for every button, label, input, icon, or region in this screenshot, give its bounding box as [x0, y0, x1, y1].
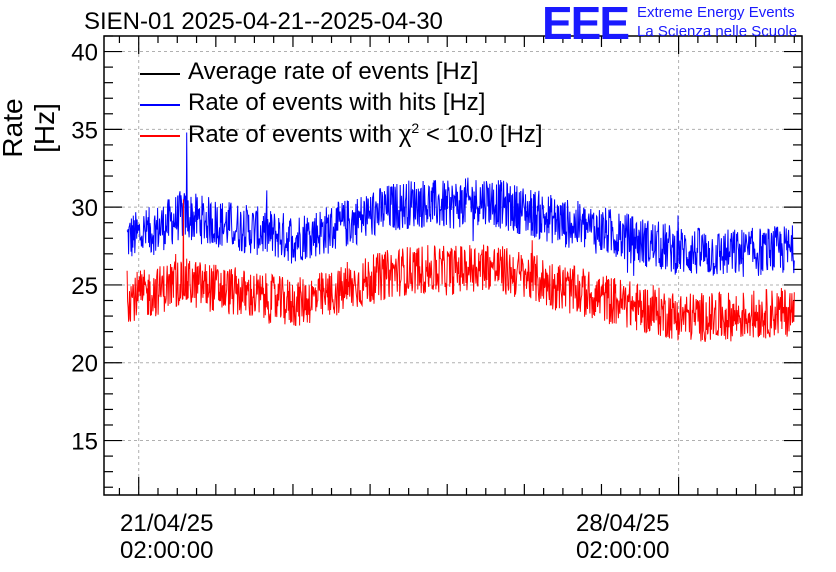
series-line-chi2 — [126, 199, 795, 342]
x-tick-label-1: 21/04/25 02:00:00 — [120, 510, 213, 564]
y-axis-label: Rate [Hz] — [0, 98, 60, 158]
y-tick-label: 25 — [71, 273, 98, 300]
eee-logo-mark: EEE — [542, 0, 630, 49]
plot-frame — [103, 35, 803, 496]
y-tick-label: 20 — [71, 351, 98, 378]
chart-title: SIEN-01 2025-04-21--2025-04-30 — [84, 8, 443, 35]
legend-label-rest: < 10.0 [Hz] — [419, 121, 543, 148]
legend-label-chi: χ — [398, 121, 412, 148]
legend-label: Rate of events with χ2 < 10.0 [Hz] — [188, 120, 543, 149]
series-line-hits — [126, 132, 795, 277]
x-tick-time: 02:00:00 — [120, 537, 214, 564]
x-tick-label-2: 28/04/25 02:00:00 — [576, 510, 669, 564]
y-tick-label: 30 — [71, 195, 98, 222]
y-tick-label: 15 — [71, 429, 98, 456]
y-tick-label: 35 — [71, 117, 98, 144]
legend-label-main: Rate of events with — [188, 121, 399, 148]
logo-line-1: Extreme Energy Events — [637, 4, 795, 21]
logo-line-2: La Scienza nelle Scuole — [637, 23, 798, 40]
x-tick-date: 28/04/25 — [576, 510, 670, 537]
legend-swatch-black — [140, 73, 180, 75]
legend-label: Average rate of events [Hz] — [188, 58, 479, 85]
legend-swatch-red — [140, 135, 180, 137]
x-tick-time: 02:00:00 — [576, 537, 670, 564]
legend-label-sup: 2 — [411, 120, 420, 136]
x-tick-date: 21/04/25 — [120, 510, 214, 537]
eee-logo-text: Extreme Energy Events La Scienza nelle S… — [637, 3, 797, 41]
y-tick-label: 40 — [71, 40, 98, 67]
legend-swatch-blue — [140, 104, 180, 106]
legend-label: Rate of events with hits [Hz] — [188, 89, 486, 116]
